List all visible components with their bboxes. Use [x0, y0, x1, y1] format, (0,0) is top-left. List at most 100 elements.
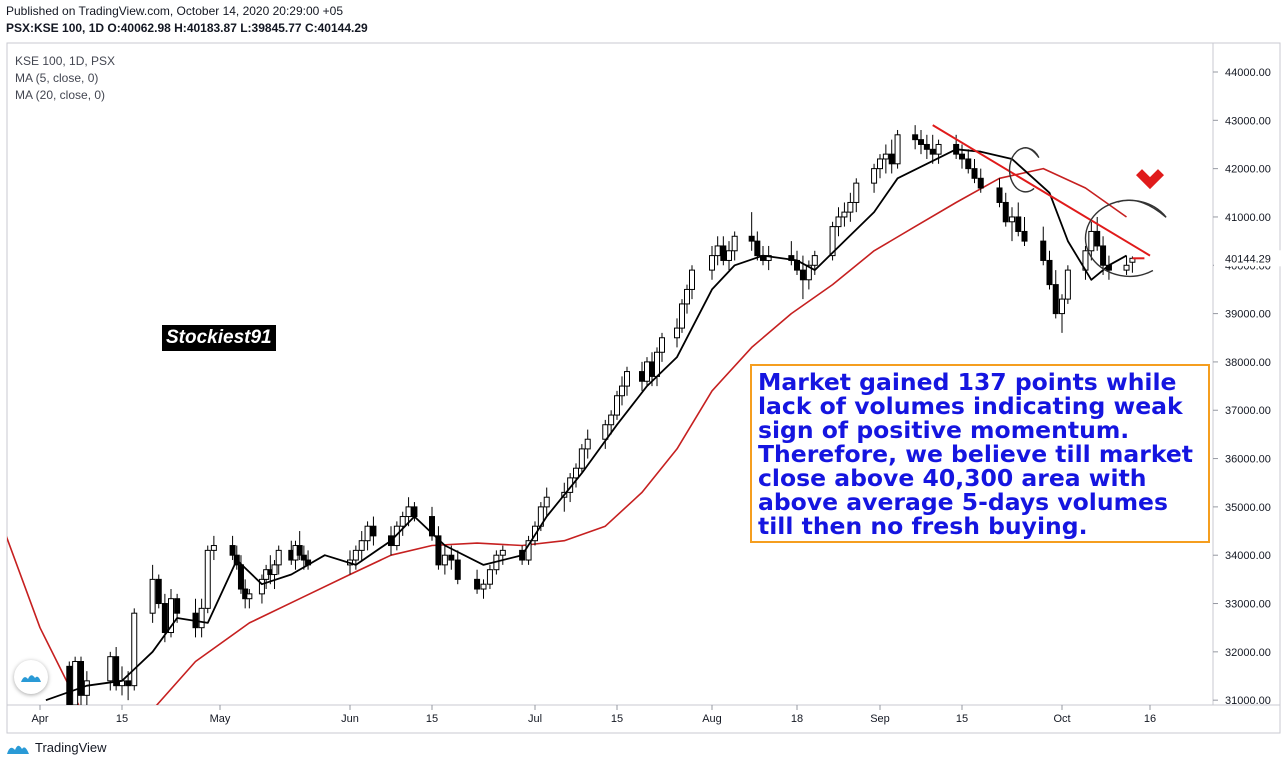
- high-label: H:: [174, 21, 187, 35]
- y-tick-label: 39000.00: [1225, 309, 1271, 321]
- candle-body: [1059, 298, 1065, 315]
- candle-body: [1015, 216, 1022, 232]
- candle-body: [811, 255, 818, 266]
- candle-body: [674, 327, 680, 339]
- footer-brand[interactable]: TradingView: [35, 740, 107, 755]
- candle-body: [684, 288, 690, 305]
- x-tick-label: 15: [956, 713, 968, 725]
- x-tick-label: 15: [611, 713, 623, 725]
- candle-body: [1064, 269, 1071, 300]
- candle-body: [929, 148, 936, 155]
- x-tick-label: Aug: [702, 713, 722, 725]
- candle-body: [370, 525, 377, 537]
- candle-body: [639, 371, 645, 382]
- candle-body: [1123, 264, 1130, 271]
- candle-body: [107, 656, 114, 682]
- candle-body: [229, 545, 236, 556]
- candle-body: [754, 240, 761, 257]
- candle-body: [474, 578, 481, 590]
- y-tick-label: 31000.00: [1225, 695, 1271, 707]
- y-tick-label: 38000.00: [1225, 357, 1271, 369]
- candle-body: [358, 540, 365, 551]
- candle-body: [731, 235, 738, 252]
- last-price-marker: 40144.29: [1132, 250, 1282, 267]
- candle-body: [131, 612, 138, 687]
- candle-body: [352, 549, 359, 561]
- candle-body: [275, 549, 282, 566]
- x-tick-label: 15: [116, 713, 128, 725]
- candle-body: [923, 143, 930, 150]
- ohlc-header: PSX:KSE 100, 1D O:40062.98 H:40183.87 L:…: [6, 21, 368, 35]
- x-tick-label: Jul: [528, 713, 542, 725]
- candle-body: [602, 424, 609, 440]
- candle-body: [847, 201, 854, 213]
- x-tick-label: Sep: [870, 713, 890, 725]
- candle-body: [168, 598, 174, 634]
- candle-body: [499, 549, 506, 556]
- candle-body: [480, 583, 487, 590]
- candle-body: [748, 235, 755, 242]
- candle-body: [246, 593, 253, 600]
- candle-body: [78, 661, 84, 696]
- candle-body: [829, 226, 836, 257]
- candle-body: [726, 250, 732, 261]
- candle-body: [441, 554, 448, 566]
- candle-body: [364, 525, 371, 542]
- candle-body: [210, 545, 217, 551]
- candle-body: [1094, 230, 1101, 247]
- x-axis-ticks: Apr 15 May Jun 15 Jul 15 Aug 18 Sep 15 Oct 16: [31, 705, 1156, 725]
- candle-body: [149, 578, 156, 614]
- low-label: L:: [240, 21, 252, 35]
- note-line: till then no fresh buying.: [758, 512, 1088, 540]
- candle-body: [573, 467, 579, 479]
- note-line: sign of positive momentum.: [758, 416, 1130, 444]
- note-line: close above 40,300 area with: [758, 464, 1147, 492]
- candle-body: [835, 216, 842, 228]
- last-price-box: [1214, 250, 1282, 267]
- tradingview-badge[interactable]: [14, 660, 48, 694]
- y-tick-label: 44000.00: [1225, 67, 1271, 79]
- candle-body: [204, 549, 211, 609]
- candle-body: [918, 139, 924, 145]
- down-arrow-icon: [1136, 169, 1164, 190]
- candle-body: [871, 168, 878, 184]
- candle-body: [155, 578, 162, 605]
- x-tick-label: Apr: [31, 713, 48, 725]
- candle-body: [1088, 230, 1095, 252]
- candle-body: [679, 303, 685, 329]
- high-value: 40183.87: [186, 21, 237, 35]
- candle-body: [1046, 259, 1053, 286]
- candle-body: [649, 361, 655, 377]
- candle-body: [411, 506, 418, 518]
- x-tick-label: Oct: [1053, 713, 1070, 725]
- last-price-label: 40144.29: [1225, 253, 1271, 265]
- x-tick-label: 15: [426, 713, 438, 725]
- candle-body: [584, 438, 591, 450]
- x-tick-label: Jun: [341, 713, 359, 725]
- candle-body: [66, 665, 73, 705]
- note-line: Market gained 137 points while: [758, 368, 1177, 396]
- candle-body: [237, 564, 244, 590]
- candle-body: [125, 680, 132, 687]
- y-axis-ticks: 31000.00 32000.00 33000.00 34000.00 35000.00…: [1213, 67, 1271, 707]
- low-value: 39845.77: [251, 21, 302, 35]
- candle-body: [161, 603, 168, 634]
- candle-body: [1040, 240, 1047, 261]
- candle-body: [198, 607, 205, 629]
- candle-body: [841, 211, 848, 218]
- candle-body: [296, 545, 303, 556]
- legend-ma20: MA (20, close, 0): [15, 88, 106, 102]
- ma20-series: [7, 167, 1127, 705]
- x-tick-label: May: [210, 713, 231, 725]
- x-tick-label: 16: [1144, 713, 1156, 725]
- candle-body: [300, 554, 307, 561]
- candle-body: [882, 153, 889, 160]
- candle-body: [935, 143, 942, 155]
- candle-body: [689, 269, 695, 290]
- price-chart[interactable]: 31000.00 32000.00 33000.00 34000.00 35000.00…: [0, 0, 1287, 740]
- y-tick-label: 43000.00: [1225, 115, 1271, 127]
- candle-body: [405, 506, 412, 518]
- note-line: above average 5-days volumes: [758, 488, 1168, 516]
- trendline: [932, 124, 1151, 257]
- candle-body: [965, 158, 972, 170]
